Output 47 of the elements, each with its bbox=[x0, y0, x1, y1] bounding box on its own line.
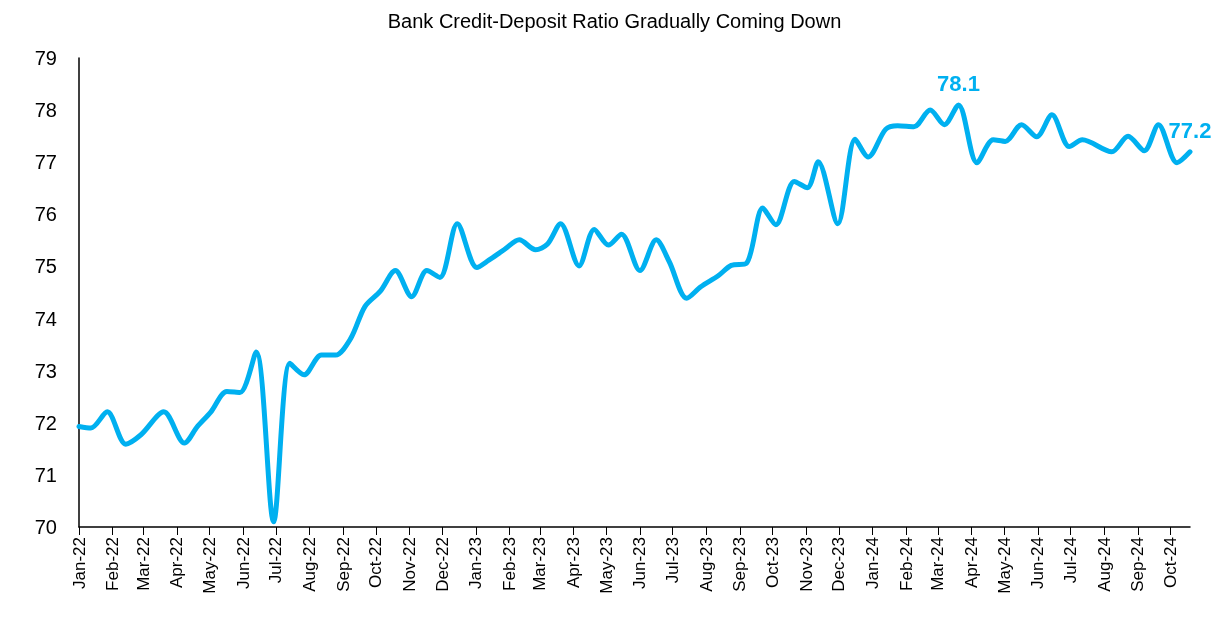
x-tick-label: Oct-22 bbox=[366, 537, 386, 589]
x-tick-label: Jul-23 bbox=[663, 537, 683, 584]
y-tick-label: 70 bbox=[34, 516, 57, 538]
x-tick-label: Aug-23 bbox=[696, 537, 716, 592]
x-tick-label: Jul-22 bbox=[266, 537, 286, 584]
x-tick-label: Jun-24 bbox=[1028, 537, 1048, 589]
x-tick-label: Sep-22 bbox=[333, 537, 353, 592]
x-tick-label: Sep-23 bbox=[730, 537, 750, 592]
x-tick-label: Oct-24 bbox=[1160, 537, 1180, 589]
x-tick-label: Aug-24 bbox=[1094, 537, 1114, 592]
x-tick-label: Mar-24 bbox=[928, 537, 948, 591]
x-tick-label: Dec-23 bbox=[829, 537, 849, 592]
x-tick-label: May-23 bbox=[596, 537, 616, 594]
x-tick-label: Oct-23 bbox=[763, 537, 783, 589]
x-tick-label: Feb-23 bbox=[499, 537, 519, 591]
x-tick-label: Mar-23 bbox=[530, 537, 550, 591]
x-tick-label: Feb-24 bbox=[896, 537, 916, 591]
x-tick-label: Aug-22 bbox=[299, 537, 319, 592]
x-tick-label: Apr-23 bbox=[564, 537, 584, 589]
x-tick-label: Jan-23 bbox=[466, 537, 486, 589]
x-tick-label: Jul-24 bbox=[1060, 537, 1080, 584]
annotation: 77.2 bbox=[1168, 118, 1212, 144]
x-tick-label: Dec-22 bbox=[432, 537, 452, 592]
x-tick-label: Jun-23 bbox=[630, 537, 650, 589]
y-tick-label: 76 bbox=[34, 203, 57, 226]
y-tick-label: 72 bbox=[34, 411, 57, 434]
x-tick-label: Nov-22 bbox=[399, 537, 419, 592]
annotation: 78.1 bbox=[937, 71, 980, 97]
y-tick-label: 73 bbox=[34, 359, 57, 382]
x-tick-label: May-22 bbox=[199, 537, 219, 594]
x-tick-label: Jan-22 bbox=[69, 537, 89, 589]
x-tick-label: Jun-22 bbox=[233, 537, 253, 589]
x-tick-label: Mar-22 bbox=[133, 537, 153, 591]
x-tick-label: Feb-22 bbox=[103, 537, 123, 591]
x-tick-label: Nov-23 bbox=[796, 537, 816, 592]
y-tick-label: 78 bbox=[34, 99, 57, 122]
y-tick-label: 77 bbox=[34, 151, 57, 174]
x-tick-label: Apr-24 bbox=[962, 537, 981, 589]
x-tick-label: May-24 bbox=[994, 537, 1014, 594]
y-tick-label: 79 bbox=[34, 47, 57, 69]
x-tick-label: Jan-24 bbox=[863, 537, 883, 589]
y-tick-label: 74 bbox=[34, 307, 57, 330]
y-tick-label: 71 bbox=[34, 463, 57, 486]
chart-title: Bank Credit-Deposit Ratio Gradually Coming Down bbox=[387, 10, 842, 32]
x-tick-label: Apr-22 bbox=[167, 537, 187, 589]
x-tick-label: Sep-24 bbox=[1128, 537, 1148, 592]
y-tick-label: 75 bbox=[34, 255, 57, 278]
